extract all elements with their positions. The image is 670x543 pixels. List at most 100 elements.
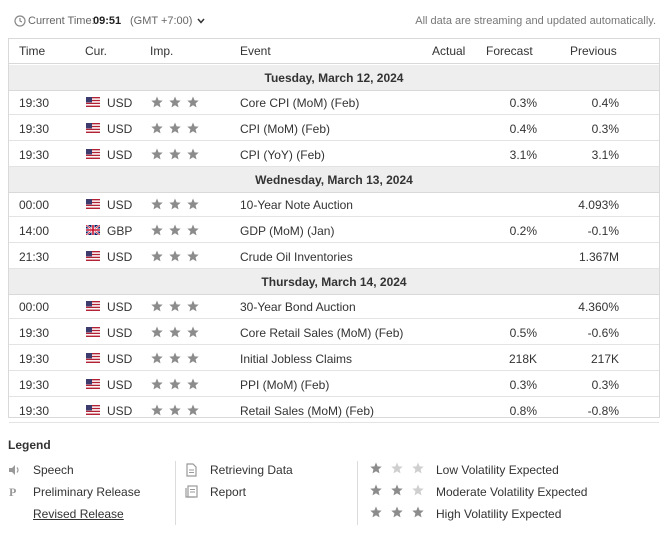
col-time: Time	[19, 44, 46, 58]
legend-divider	[357, 461, 358, 525]
event-previous: 3.1%	[591, 148, 619, 162]
legend-high-volatility: High Volatility Expected	[436, 507, 562, 521]
event-name[interactable]: CPI (YoY) (Feb)	[240, 148, 325, 162]
date-label: Wednesday, March 13, 2024	[255, 173, 413, 187]
event-row[interactable]: 19:30 USD Retail Sales (MoM) (Feb) 0.8% -0.8…	[9, 397, 659, 423]
event-currency: USD	[107, 96, 133, 110]
event-time: 19:30	[19, 122, 50, 136]
event-row[interactable]: 00:00 USD 30-Year Bond Auction 4.360%	[9, 293, 659, 319]
event-previous: 217K	[590, 352, 619, 366]
event-row[interactable]: 19:30 USD PPI (MoM) (Feb) 0.3% 0.3%	[9, 371, 659, 397]
col-previous: Previous	[570, 44, 617, 58]
event-time: 00:00	[19, 198, 50, 212]
high-volatility-stars-icon	[370, 506, 424, 518]
us-flag-icon	[86, 199, 100, 209]
timezone-selector[interactable]: (GMT +7:00)	[130, 15, 193, 27]
event-row[interactable]: 00:00 USD 10-Year Note Auction 4.093%	[9, 191, 659, 217]
us-flag-icon	[86, 327, 100, 337]
star-icon	[151, 378, 163, 390]
current-time-value: 09:51	[93, 15, 122, 27]
star-icon	[412, 506, 424, 518]
event-time: 19:30	[19, 96, 50, 110]
star-icon	[169, 250, 181, 262]
event-time: 14:00	[19, 224, 50, 238]
star-icon	[169, 352, 181, 364]
preliminary-icon: P	[9, 485, 17, 499]
date-label: Thursday, March 14, 2024	[261, 275, 407, 289]
star-icon	[187, 122, 199, 134]
star-icon	[169, 96, 181, 108]
date-row: Tuesday, March 12, 2024	[9, 65, 659, 91]
table-header: Time Cur. Imp. Event Actual Forecast Pre…	[9, 39, 659, 64]
event-name[interactable]: 30-Year Bond Auction	[240, 300, 356, 314]
star-icon	[187, 300, 199, 312]
event-row[interactable]: 19:30 USD CPI (MoM) (Feb) 0.4% 0.3%	[9, 115, 659, 141]
importance-stars-icon	[151, 96, 199, 108]
event-row[interactable]: 19:30 USD CPI (YoY) (Feb) 3.1% 3.1%	[9, 141, 659, 167]
col-currency: Cur.	[85, 44, 108, 58]
event-name[interactable]: Retail Sales (MoM) (Feb)	[240, 404, 375, 418]
star-icon	[370, 462, 382, 474]
legend-report: Report	[210, 485, 247, 499]
event-row[interactable]: 14:00 GBP GDP (MoM) (Jan) 0.2% -0.1%	[9, 217, 659, 243]
event-name[interactable]: 10-Year Note Auction	[240, 198, 353, 212]
event-forecast: 0.3%	[509, 96, 537, 110]
us-flag-icon	[86, 379, 100, 389]
star-icon	[169, 326, 181, 338]
legend-divider	[175, 461, 176, 525]
event-name[interactable]: GDP (MoM) (Jan)	[240, 224, 335, 238]
top-bar: Current Time: 09:51 (GMT +7:00) All data…	[14, 14, 656, 30]
clock-icon	[14, 15, 26, 27]
star-icon	[187, 404, 199, 416]
star-icon	[151, 326, 163, 338]
report-icon	[185, 485, 198, 498]
event-row[interactable]: 21:30 USD Crude Oil Inventories 1.367M	[9, 243, 659, 269]
star-icon	[151, 198, 163, 210]
importance-stars-icon	[151, 300, 199, 312]
star-icon	[151, 404, 163, 416]
event-time: 19:30	[19, 352, 50, 366]
event-currency: USD	[107, 378, 133, 392]
star-icon	[151, 96, 163, 108]
event-row[interactable]: 19:30 USD Core Retail Sales (MoM) (Feb) 0.5…	[9, 319, 659, 345]
star-icon	[151, 250, 163, 262]
event-name[interactable]: CPI (MoM) (Feb)	[240, 122, 330, 136]
event-forecast: 218K	[508, 352, 537, 366]
col-forecast: Forecast	[486, 44, 533, 58]
star-icon	[151, 148, 163, 160]
chevron-down-icon[interactable]	[197, 18, 205, 24]
event-currency: USD	[107, 352, 133, 366]
event-name[interactable]: Core Retail Sales (MoM) (Feb)	[240, 326, 404, 340]
star-icon	[187, 326, 199, 338]
importance-stars-icon	[151, 404, 199, 416]
speaker-icon	[9, 465, 19, 475]
us-flag-icon	[86, 405, 100, 415]
moderate-volatility-stars-icon	[370, 484, 424, 496]
star-icon	[391, 506, 403, 518]
event-previous: 0.3%	[591, 378, 619, 392]
event-row[interactable]: 19:30 USD Initial Jobless Claims 218K 217K	[9, 345, 659, 371]
importance-stars-icon	[151, 250, 199, 262]
event-forecast: 0.2%	[509, 224, 537, 238]
importance-stars-icon	[151, 224, 199, 236]
star-icon	[169, 198, 181, 210]
us-flag-icon	[86, 251, 100, 261]
star-icon	[169, 300, 181, 312]
event-name[interactable]: PPI (MoM) (Feb)	[240, 378, 330, 392]
event-name[interactable]: Initial Jobless Claims	[240, 352, 353, 366]
star-icon	[187, 148, 199, 160]
event-currency: USD	[107, 148, 133, 162]
event-name[interactable]: Crude Oil Inventories	[240, 250, 353, 264]
event-previous: 1.367M	[578, 250, 619, 264]
event-row[interactable]: 19:30 USD Core CPI (MoM) (Feb) 0.3% 0.4%	[9, 89, 659, 115]
document-icon	[186, 463, 197, 477]
event-previous: 0.3%	[591, 122, 619, 136]
importance-stars-icon	[151, 198, 199, 210]
economic-calendar-table: Time Cur. Imp. Event Actual Forecast Pre…	[8, 38, 660, 423]
us-flag-icon	[86, 353, 100, 363]
low-volatility-stars-icon	[370, 462, 424, 474]
event-name[interactable]: Core CPI (MoM) (Feb)	[240, 96, 360, 110]
event-currency: GBP	[107, 224, 133, 238]
importance-stars-icon	[151, 326, 199, 338]
importance-stars-icon	[151, 148, 199, 160]
